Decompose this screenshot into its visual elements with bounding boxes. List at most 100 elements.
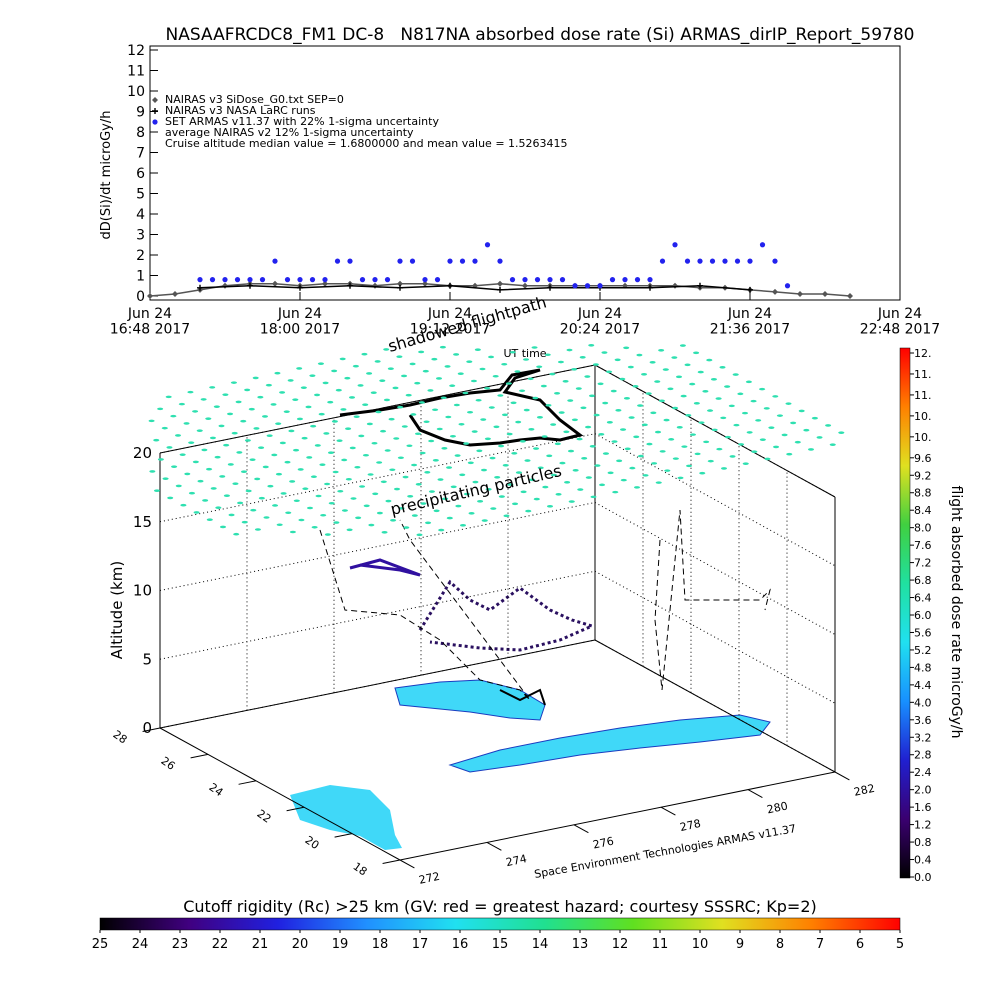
- legend-entry: NAIRAS v3 SiDose_G0.txt SEP=0: [165, 93, 344, 106]
- particle: [266, 434, 273, 437]
- data-point: [559, 277, 566, 283]
- particle: [184, 472, 191, 476]
- particle: [492, 374, 499, 378]
- data-point: [484, 242, 491, 248]
- particle: [620, 478, 627, 482]
- particle: [798, 409, 805, 413]
- data-point: [797, 290, 803, 297]
- data-point: [647, 284, 653, 291]
- y-axis-label: dD(Si)/dt microGy/h: [99, 111, 114, 240]
- y-tick-label: 12: [127, 43, 145, 59]
- z-tick-label: 20: [133, 444, 152, 462]
- particle: [401, 425, 408, 428]
- particle: [829, 443, 836, 446]
- particle: [394, 487, 400, 491]
- particle: [153, 438, 160, 442]
- particle: [503, 514, 510, 518]
- particle: [550, 473, 557, 477]
- grid-line: [594, 570, 836, 704]
- particle: [476, 449, 483, 453]
- particle: [575, 387, 582, 390]
- particle: [527, 377, 534, 381]
- particle: [544, 353, 551, 357]
- legend-entry: SET ARMAS v11.37 with 22% 1-sigma uncert…: [165, 115, 439, 128]
- particle: [233, 532, 240, 536]
- data-point: [572, 283, 578, 289]
- z-tick-label: 15: [133, 513, 152, 531]
- particle: [724, 435, 731, 439]
- particle: [307, 506, 313, 510]
- particle: [328, 451, 334, 455]
- particle: [432, 458, 439, 462]
- particle: [490, 507, 497, 510]
- particle: [175, 484, 182, 488]
- particle: [223, 443, 230, 447]
- data-point: [784, 283, 791, 289]
- box-edge: [159, 364, 596, 454]
- particle: [620, 428, 627, 431]
- data-point: [322, 277, 328, 283]
- particle: [711, 428, 718, 432]
- particle: [309, 374, 316, 377]
- particle: [293, 499, 300, 503]
- particle: [214, 455, 221, 459]
- particle: [167, 496, 174, 500]
- particle: [355, 516, 362, 520]
- particle: [398, 506, 405, 510]
- particle: [154, 489, 160, 492]
- particle: [175, 434, 181, 437]
- particle: [477, 500, 484, 503]
- y-tick: [334, 833, 353, 838]
- particle: [606, 370, 613, 374]
- particle: [192, 410, 199, 413]
- particle: [568, 449, 574, 453]
- particle: [497, 394, 504, 397]
- particle: [484, 386, 491, 390]
- data-point: [447, 282, 453, 289]
- particle: [737, 392, 744, 396]
- particle: [506, 432, 513, 436]
- particle: [576, 437, 583, 441]
- particle: [742, 462, 749, 465]
- particle: [310, 475, 317, 479]
- particle: [272, 504, 279, 507]
- y-tick-label: 10: [127, 84, 145, 100]
- particle: [537, 466, 544, 470]
- annotation: Cruise altitude median value = 1.6800000…: [165, 137, 568, 150]
- particle: [445, 415, 452, 419]
- data-point: [747, 258, 753, 264]
- particle: [590, 495, 597, 499]
- particle: [446, 466, 453, 469]
- particle: [331, 369, 338, 373]
- particle: [193, 511, 200, 514]
- x-tick: [573, 824, 589, 834]
- particle: [180, 503, 187, 507]
- particle: [494, 476, 501, 479]
- particle: [580, 406, 587, 410]
- data-point: [272, 280, 278, 287]
- x-tick-label: Jun 24 16:48 2017: [110, 306, 190, 337]
- particle: [223, 494, 230, 498]
- particle: [340, 408, 347, 411]
- particle: [292, 398, 299, 401]
- particle: [706, 358, 713, 362]
- flightpath: [339, 368, 584, 447]
- data-point: [659, 258, 666, 264]
- particle: [524, 459, 531, 462]
- particle: [354, 465, 361, 469]
- particle: [601, 351, 608, 354]
- particle: [541, 435, 548, 438]
- y-tick-label: 3: [136, 228, 145, 244]
- particle: [390, 518, 397, 522]
- z-tick-label: 5: [142, 650, 152, 668]
- particle: [402, 475, 409, 479]
- particle: [825, 424, 832, 427]
- particle: [384, 449, 391, 452]
- particle: [546, 454, 553, 458]
- particle: [523, 408, 530, 412]
- particle: [545, 403, 552, 407]
- particle: [786, 452, 793, 456]
- x-tick-label: 278: [679, 817, 702, 834]
- particle: [397, 405, 404, 409]
